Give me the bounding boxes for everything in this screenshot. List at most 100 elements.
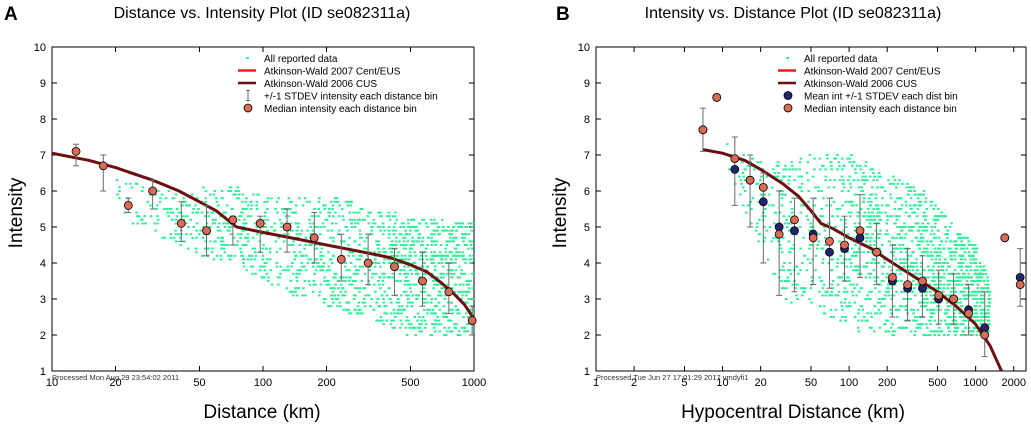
scatter-point xyxy=(360,280,364,282)
scatter-point xyxy=(917,283,921,286)
scatter-point xyxy=(291,262,294,264)
scatter-point xyxy=(411,301,414,304)
processed-stamp-b: Processed Tue Jun 27 17:01:29 2017 vmdyf… xyxy=(596,373,749,382)
scatter-point xyxy=(940,240,944,243)
scatter-point xyxy=(131,222,135,225)
scatter-point xyxy=(790,208,794,210)
scatter-point xyxy=(372,218,376,221)
scatter-point xyxy=(913,330,917,333)
scatter-point xyxy=(902,247,906,250)
scatter-point xyxy=(966,265,970,268)
scatter-point xyxy=(929,290,932,293)
scatter-point xyxy=(311,265,315,268)
scatter-point xyxy=(796,298,799,300)
scatter-point xyxy=(344,276,348,279)
scatter-point xyxy=(429,301,433,304)
scatter-point xyxy=(471,326,474,329)
scatter-point xyxy=(414,294,418,297)
scatter-point xyxy=(409,229,412,232)
scatter-point xyxy=(228,258,232,261)
scatter-point xyxy=(241,193,245,196)
scatter-point xyxy=(430,262,433,264)
median-marker-b xyxy=(872,247,882,257)
scatter-point xyxy=(860,305,864,308)
scatter-point xyxy=(241,244,245,246)
scatter-point xyxy=(880,244,884,246)
scatter-point xyxy=(960,316,963,318)
scatter-point xyxy=(447,240,450,243)
scatter-point xyxy=(793,179,796,182)
scatter-point xyxy=(982,269,985,272)
scatter-point xyxy=(891,334,894,336)
scatter-point xyxy=(900,305,904,308)
scatter-point xyxy=(281,269,285,272)
scatter-point xyxy=(972,247,976,250)
scatter-point xyxy=(899,251,903,254)
median-marker-b xyxy=(1000,233,1010,243)
scatter-point xyxy=(972,258,975,261)
scatter-point xyxy=(389,254,393,257)
scatter-point xyxy=(342,308,345,311)
scatter-point xyxy=(362,287,366,290)
scatter-point xyxy=(936,247,940,250)
scatter-point xyxy=(400,254,404,257)
scatter-point xyxy=(907,229,911,232)
scatter-point xyxy=(392,254,395,257)
scatter-point xyxy=(255,200,259,203)
scatter-point xyxy=(912,262,915,264)
scatter-point xyxy=(174,218,178,221)
scatter-point xyxy=(363,298,366,300)
median-marker-b xyxy=(745,175,755,185)
scatter-point xyxy=(741,204,745,207)
median-marker-b xyxy=(712,93,722,102)
scatter-point xyxy=(973,244,977,246)
scatter-point xyxy=(780,179,783,182)
scatter-point xyxy=(818,157,822,160)
scatter-point xyxy=(265,208,269,210)
scatter-point xyxy=(929,233,933,236)
scatter-point xyxy=(949,316,953,318)
scatter-point xyxy=(441,226,445,228)
mean-marker-b xyxy=(918,283,927,293)
scatter-point xyxy=(971,334,974,336)
scatter-point xyxy=(439,283,443,286)
scatter-point xyxy=(775,164,779,167)
scatter-point xyxy=(837,290,841,293)
scatter-point xyxy=(941,269,945,272)
scatter-point xyxy=(841,229,845,232)
scatter-point xyxy=(413,326,417,329)
scatter-point xyxy=(920,233,923,236)
scatter-point xyxy=(337,287,340,290)
scatter-point xyxy=(382,323,386,326)
scatter-point xyxy=(821,294,824,297)
scatter-point xyxy=(275,265,279,268)
scatter-point xyxy=(786,222,790,225)
scatter-point xyxy=(467,222,471,225)
scatter-point xyxy=(932,208,936,210)
scatter-point xyxy=(895,236,898,239)
scatter-point xyxy=(843,287,847,290)
scatter-point xyxy=(437,319,441,322)
scatter-point xyxy=(319,233,322,236)
scatter-point xyxy=(932,330,935,333)
scatter-point xyxy=(986,276,989,279)
scatter-point xyxy=(346,204,350,207)
scatter-point xyxy=(456,276,460,279)
x-tick-label-a: 100 xyxy=(254,377,272,389)
scatter-point xyxy=(174,193,178,196)
scatter-point xyxy=(784,164,787,167)
scatter-point xyxy=(333,200,336,203)
scatter-point xyxy=(453,326,457,329)
scatter-point xyxy=(359,208,363,210)
scatter-point xyxy=(867,298,871,300)
scatter-point xyxy=(353,222,357,225)
scatter-point xyxy=(420,323,423,326)
scatter-point xyxy=(742,175,746,178)
scatter-point xyxy=(797,186,801,189)
scatter-point xyxy=(456,251,459,254)
scatter-point xyxy=(833,157,836,160)
scatter-point xyxy=(914,262,918,264)
scatter-point xyxy=(441,254,444,257)
scatter-point xyxy=(928,283,931,286)
scatter-point xyxy=(868,175,872,178)
